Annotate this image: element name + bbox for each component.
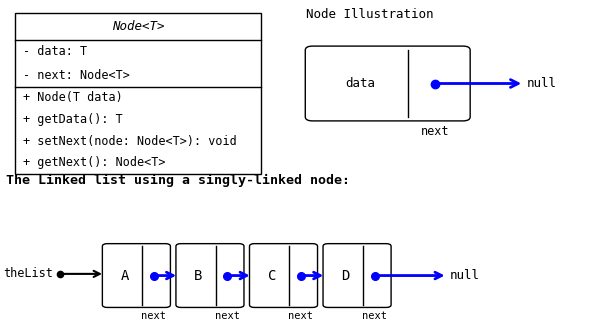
Text: next: next — [289, 311, 313, 321]
Text: - next: Node<T>: - next: Node<T> — [23, 69, 129, 81]
Text: + getNext(): Node<T>: + getNext(): Node<T> — [23, 156, 165, 169]
FancyBboxPatch shape — [323, 244, 391, 307]
FancyBboxPatch shape — [249, 244, 318, 307]
Text: - data: T: - data: T — [23, 45, 87, 58]
Text: next: next — [362, 311, 387, 321]
Text: theList: theList — [3, 268, 53, 280]
Text: null: null — [527, 77, 557, 90]
Text: data: data — [345, 77, 375, 90]
Text: The Linked list using a singly-linked node:: The Linked list using a singly-linked no… — [6, 174, 350, 187]
Text: D: D — [341, 269, 349, 283]
Text: next: next — [215, 311, 240, 321]
Text: + Node(T data): + Node(T data) — [23, 91, 123, 104]
Text: A: A — [121, 269, 129, 283]
Text: + setNext(node: Node<T>): void: + setNext(node: Node<T>): void — [23, 135, 237, 148]
Text: Node Illustration: Node Illustration — [306, 8, 434, 21]
FancyBboxPatch shape — [176, 244, 244, 307]
Text: next: next — [142, 311, 166, 321]
Text: B: B — [194, 269, 202, 283]
Text: next: next — [421, 125, 449, 138]
Text: Node<T>: Node<T> — [112, 20, 164, 33]
Text: C: C — [268, 269, 276, 283]
FancyBboxPatch shape — [102, 244, 170, 307]
FancyBboxPatch shape — [15, 13, 261, 174]
FancyBboxPatch shape — [305, 46, 470, 121]
Text: null: null — [450, 269, 480, 282]
Text: + getData(): T: + getData(): T — [23, 113, 123, 126]
